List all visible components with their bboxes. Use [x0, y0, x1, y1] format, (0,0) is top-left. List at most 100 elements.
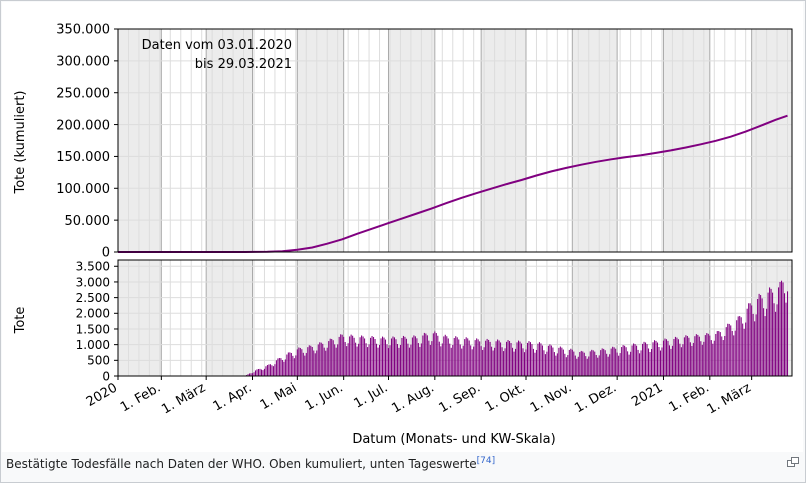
daily-bar: [265, 366, 267, 376]
daily-bar: [700, 341, 702, 376]
daily-bar: [434, 331, 436, 376]
daily-bar: [522, 348, 524, 376]
daily-bar: [361, 335, 363, 376]
daily-bar: [649, 351, 651, 376]
daily-bar: [715, 333, 717, 376]
x-tick-label: 1. März: [705, 380, 754, 417]
daily-bar: [447, 338, 449, 376]
daily-bar: [355, 342, 357, 376]
daily-bar: [302, 352, 304, 376]
reference-link[interactable]: [74]: [476, 456, 496, 466]
x-tick-label: 1. Jul.: [352, 380, 391, 411]
x-tick-label: 1. Dez.: [572, 380, 619, 416]
x-tick-label: 1. Feb.: [118, 380, 163, 415]
x-tick-label: 2021: [629, 380, 665, 410]
daily-bar: [648, 348, 650, 376]
daily-bar: [458, 339, 460, 376]
daily-bar: [567, 355, 569, 376]
daily-bar: [515, 348, 517, 376]
daily-bar: [573, 351, 575, 376]
month-band: [751, 260, 792, 376]
daily-bar: [379, 344, 381, 376]
daily-bar: [491, 346, 493, 376]
daily-bar: [564, 353, 566, 376]
daily-bar: [425, 333, 427, 376]
daily-bar: [734, 330, 736, 376]
daily-bar: [739, 316, 741, 376]
daily-bar: [748, 303, 750, 376]
daily-bar: [546, 351, 548, 376]
daily-bar: [785, 302, 787, 376]
daily-bar: [674, 336, 676, 376]
chart-svg: Tote (kumuliert) Daten vom 03.01.2020 bi…: [13, 23, 793, 447]
daily-bar: [525, 349, 527, 376]
daily-bar: [283, 361, 285, 376]
daily-bar: [268, 364, 270, 376]
daily-bar: [277, 358, 279, 376]
month-band: [572, 29, 618, 252]
daily-bar: [507, 340, 509, 376]
daily-bar: [751, 305, 753, 376]
daily-bar: [661, 347, 663, 376]
daily-bar: [358, 343, 360, 376]
daily-bar: [364, 338, 366, 376]
month-band: [388, 29, 435, 252]
daily-bar: [286, 354, 288, 376]
daily-bar: [316, 350, 318, 376]
daily-bar: [769, 287, 771, 376]
daily-bar: [574, 355, 576, 376]
daily-bar: [713, 340, 715, 376]
daily-bar: [520, 343, 523, 376]
daily-bar: [497, 339, 499, 376]
daily-bar: [250, 373, 252, 376]
enlarge-icon[interactable]: [787, 457, 799, 467]
x-axis-label: Datum (Monats- und KW-Skala): [352, 432, 555, 447]
daily-bar: [592, 350, 594, 376]
daily-bar: [784, 293, 786, 376]
daily-bar: [405, 338, 407, 376]
daily-bar: [588, 356, 590, 376]
daily-bar: [718, 331, 720, 376]
daily-bar: [586, 358, 588, 376]
month-bands: [118, 260, 792, 376]
daily-bar: [712, 343, 714, 376]
daily-bar: [299, 347, 301, 376]
daily-bar: [658, 347, 660, 376]
daily-bar: [775, 311, 777, 376]
daily-bar: [773, 303, 775, 376]
daily-bar: [341, 334, 343, 376]
daily-bar: [414, 336, 416, 376]
daily-bar: [464, 339, 466, 376]
daily-bar: [435, 333, 437, 376]
daily-bar: [344, 342, 346, 376]
daily-bar: [470, 345, 472, 376]
daily-bar: [314, 353, 316, 376]
daily-bar: [492, 350, 494, 376]
plot-frame: [117, 259, 793, 377]
daily-bar: [352, 335, 354, 376]
daily-bar: [292, 355, 294, 376]
daily-bar: [579, 352, 581, 376]
daily-bar: [653, 340, 656, 376]
daily-bar: [767, 292, 769, 376]
daily-bar: [251, 373, 254, 376]
daily-bar: [697, 334, 699, 376]
daily-bar: [695, 334, 697, 376]
daily-bar: [730, 325, 732, 376]
daily-bar: [346, 346, 348, 376]
daily-bar: [416, 338, 418, 376]
daily-bar: [731, 330, 733, 376]
daily-bar: [326, 347, 328, 376]
daily-bar: [740, 317, 742, 376]
daily-bar: [754, 321, 756, 376]
daily-bar: [461, 348, 463, 376]
daily-bar: [639, 353, 641, 376]
daily-bar: [688, 337, 690, 376]
daily-bar: [585, 356, 587, 376]
daily-bar: [636, 345, 638, 376]
daily-bar: [455, 336, 457, 376]
daily-bar: [685, 335, 687, 376]
daily-bar: [272, 366, 274, 376]
daily-bar: [387, 348, 390, 376]
daily-bar: [737, 316, 739, 376]
